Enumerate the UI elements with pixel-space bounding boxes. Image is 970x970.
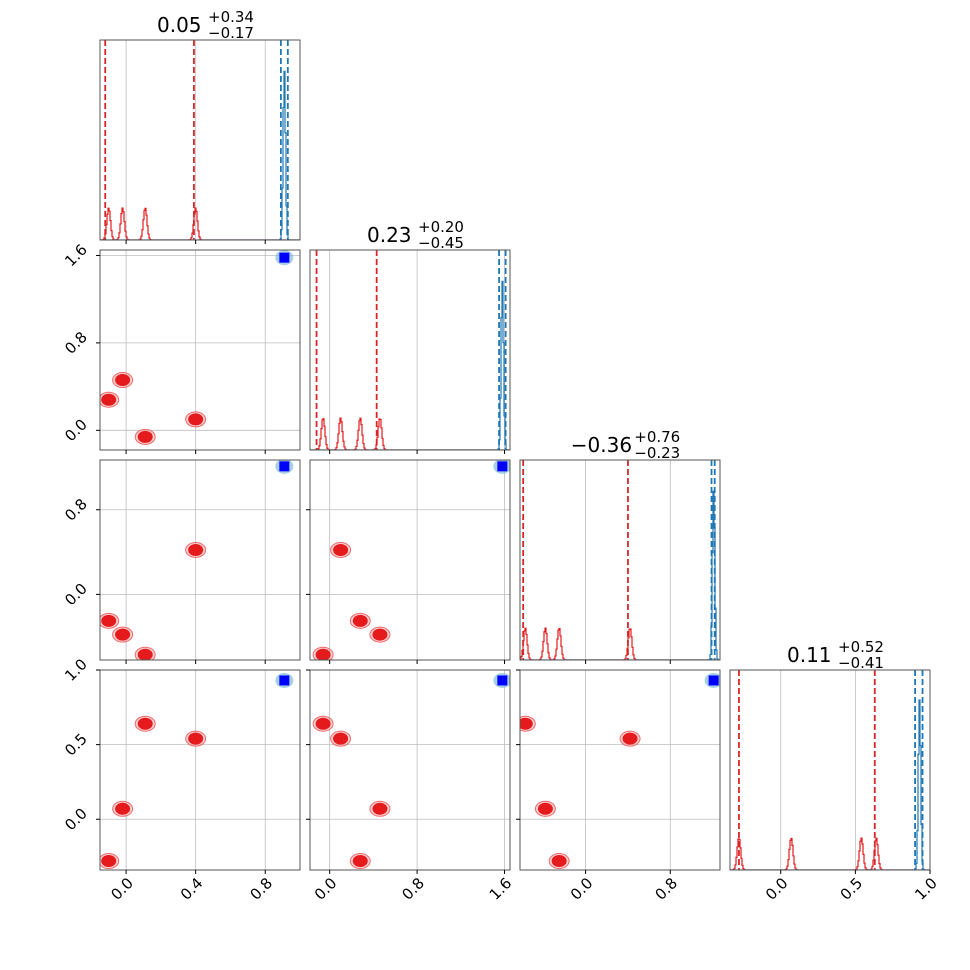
panel-frame xyxy=(519,459,721,661)
title-plus: +0.76 xyxy=(634,428,680,446)
histogram-red xyxy=(730,837,930,870)
contour-red xyxy=(372,802,388,815)
panel-frame xyxy=(99,669,301,871)
contour-red xyxy=(315,717,331,730)
histogram-blue xyxy=(520,490,720,660)
x-tick-label: 0.8 xyxy=(246,874,276,904)
contour-blue xyxy=(279,675,290,686)
panel-title: 0.05 +0.34−0.17 xyxy=(157,8,254,42)
contour-blue xyxy=(279,252,290,263)
histogram-red xyxy=(520,627,720,660)
panel-p2-vs-p2 xyxy=(519,459,721,664)
panel-p2-vs-p1 xyxy=(306,459,511,664)
panel-title: −0.36 +0.76−0.23 xyxy=(571,428,680,462)
contour-blue xyxy=(497,675,508,686)
histogram-red xyxy=(310,417,510,450)
contour-red xyxy=(101,393,117,406)
x-tick-label: 0.4 xyxy=(177,874,207,904)
x-tick-label: 1.6 xyxy=(486,874,516,904)
contour-red xyxy=(333,732,349,745)
title-plus: +0.52 xyxy=(838,638,884,656)
histogram-red xyxy=(100,207,300,240)
contour-red xyxy=(372,628,388,641)
panel-frame xyxy=(729,669,931,871)
y-tick-label: 0.0 xyxy=(61,804,91,834)
contour-red xyxy=(101,614,117,627)
panel-frame xyxy=(309,459,511,661)
panel-p2-vs-p0: 0.0 0.8 xyxy=(61,459,301,664)
panel-title: 0.23 +0.20−0.45 xyxy=(367,218,464,252)
y-tick-label: 1.6 xyxy=(61,241,91,271)
title-value: 0.11 xyxy=(787,643,832,667)
contour-red xyxy=(551,855,567,868)
contour-red xyxy=(137,648,153,660)
histogram-blue xyxy=(730,699,930,870)
x-tick-label: 0.8 xyxy=(651,874,681,904)
title-plus: +0.34 xyxy=(208,8,254,26)
x-tick-label: 0.0 xyxy=(567,874,597,904)
x-tick-label: 1.0 xyxy=(911,874,941,904)
x-tick-label: 0.0 xyxy=(107,874,137,904)
contour-red xyxy=(188,732,204,745)
panel-frame xyxy=(309,249,511,451)
contour-red xyxy=(333,543,349,556)
panel-frame xyxy=(99,39,301,241)
contour-red xyxy=(137,717,153,730)
panel-p1-vs-p1 xyxy=(309,249,511,454)
contour-red xyxy=(101,855,117,868)
y-tick-label: 0.8 xyxy=(61,328,91,358)
histogram-blue xyxy=(310,280,510,450)
contour-red xyxy=(115,374,131,387)
x-tick-label: 0.0 xyxy=(762,874,792,904)
panel-p0-vs-p0 xyxy=(99,39,301,244)
contour-red xyxy=(315,648,331,660)
panel-p3-vs-p2: 0.0 0.8 xyxy=(516,669,721,904)
y-tick-label: 0.5 xyxy=(61,730,91,760)
title-plus: +0.20 xyxy=(418,218,464,236)
contour-blue xyxy=(708,675,719,686)
panel-frame xyxy=(99,249,301,451)
contour-blue xyxy=(279,461,290,472)
title-minus: −0.41 xyxy=(838,654,884,672)
contour-red xyxy=(537,802,553,815)
contour-red xyxy=(622,732,638,745)
panel-p3-vs-p0: 0.0 0.4 0.8 0.0 0.5 1.0 xyxy=(61,655,301,904)
contour-red xyxy=(115,628,131,641)
contour-red xyxy=(352,614,368,627)
contour-blue xyxy=(497,461,508,472)
x-tick-label: 0.5 xyxy=(837,874,867,904)
panel-frame xyxy=(519,669,721,871)
contour-red xyxy=(352,855,368,868)
title-value: 0.23 xyxy=(367,223,412,247)
title-minus: −0.45 xyxy=(418,234,464,252)
contour-red xyxy=(115,802,131,815)
panel-p3-vs-p3: 0.0 0.5 1.0 xyxy=(729,669,941,904)
panel-frame xyxy=(309,669,511,871)
contour-red xyxy=(520,717,533,730)
panel-frame xyxy=(99,459,301,661)
panel-p3-vs-p1: 0.0 0.8 1.6 xyxy=(306,669,516,904)
y-tick-label: 0.8 xyxy=(61,495,91,525)
y-tick-label: 0.0 xyxy=(61,580,91,610)
x-tick-label: 0.0 xyxy=(311,874,341,904)
contour-red xyxy=(188,413,204,426)
title-value: −0.36 xyxy=(571,433,632,457)
contour-red xyxy=(137,430,153,443)
panel-title: 0.11 +0.52−0.41 xyxy=(787,638,884,672)
title-minus: −0.23 xyxy=(634,444,680,462)
x-tick-label: 0.8 xyxy=(398,874,428,904)
histogram-blue xyxy=(100,70,300,240)
panel-p1-vs-p0: 0.0 0.8 1.6 xyxy=(61,241,301,454)
title-minus: −0.17 xyxy=(208,24,254,42)
y-tick-label: 0.0 xyxy=(61,416,91,446)
title-value: 0.05 xyxy=(157,13,202,37)
y-tick-label: 1.0 xyxy=(61,655,91,685)
contour-red xyxy=(188,543,204,556)
